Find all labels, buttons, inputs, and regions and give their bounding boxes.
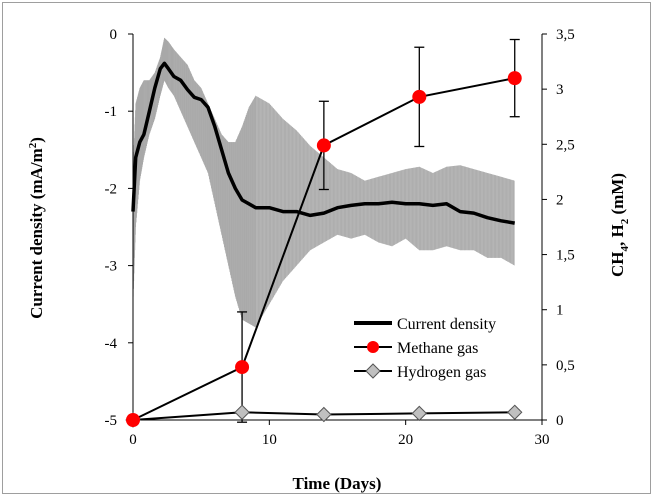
y-right-title-unit: (mM) [608, 173, 627, 219]
legend-label-current-density: Current density [397, 316, 496, 333]
y-left-tick-label: -2 [105, 181, 118, 197]
current-density-line [131, 61, 515, 225]
methane-point [126, 413, 140, 427]
y-left-title-close: ) [27, 137, 46, 143]
y-right-tick-label: 3 [556, 82, 564, 98]
y-left-tick-label: -1 [105, 104, 118, 120]
x-tick-label: 30 [535, 432, 550, 448]
ticks-layer: 0 10 20 30 0 -1 -2 -3 -4 -5 3,5 3 2,5 2 1,5 1 0,5 0 [105, 27, 575, 448]
y-right-tick-label: 3,5 [556, 27, 575, 43]
y-left-title-superscript: 2 [27, 142, 39, 148]
legend-swatch-hydrogen-marker [365, 363, 381, 379]
legend-label-hydrogen: Hydrogen gas [397, 364, 486, 381]
x-axis-title: Time (Days) [293, 474, 382, 493]
legend: Current density Methane gas Hydrogen gas [354, 316, 496, 381]
y-right-tick-label: 2 [556, 192, 564, 208]
y-left-tick-label: -4 [105, 336, 118, 352]
y-right-title-ch: CH [608, 252, 627, 278]
y-right-tick-label: 1 [556, 303, 564, 319]
y-right-title-h: , H [608, 224, 627, 246]
hydrogen-point [316, 406, 332, 423]
markers-layer [125, 38, 523, 428]
hydrogen-point [411, 405, 428, 422]
y-left-tick-label: 0 [110, 27, 118, 43]
x-tick-label: 10 [262, 432, 277, 448]
methane-point [412, 89, 427, 104]
y-left-title-main: Current density (mA/m [27, 148, 46, 319]
hydrogen-point [507, 404, 523, 420]
y-right-tick-label: 2,5 [556, 137, 575, 153]
legend-swatch-methane-marker [367, 341, 379, 353]
x-tick-label: 0 [129, 432, 137, 448]
y-right-title-sub-4: 4 [619, 246, 631, 252]
axes-layer [132, 34, 543, 421]
methane-point [316, 138, 331, 153]
y-right-axis-title: CH4, H2 (mM) [608, 173, 631, 277]
methane-point [507, 71, 522, 86]
legend-label-methane: Methane gas [397, 340, 478, 357]
y-left-tick-label: -5 [105, 413, 118, 429]
x-tick-label: 20 [398, 432, 413, 448]
y-right-tick-label: 0 [556, 413, 564, 429]
y-left-tick-label: -3 [105, 259, 118, 275]
methane-point [235, 360, 250, 375]
y-right-tick-label: 0,5 [556, 358, 575, 374]
y-left-axis-title: Current density (mA/m2) [27, 137, 46, 319]
y-right-tick-label: 1,5 [556, 248, 575, 264]
hydrogen-point [234, 404, 250, 420]
y-right-title-sub-2: 2 [619, 218, 631, 224]
